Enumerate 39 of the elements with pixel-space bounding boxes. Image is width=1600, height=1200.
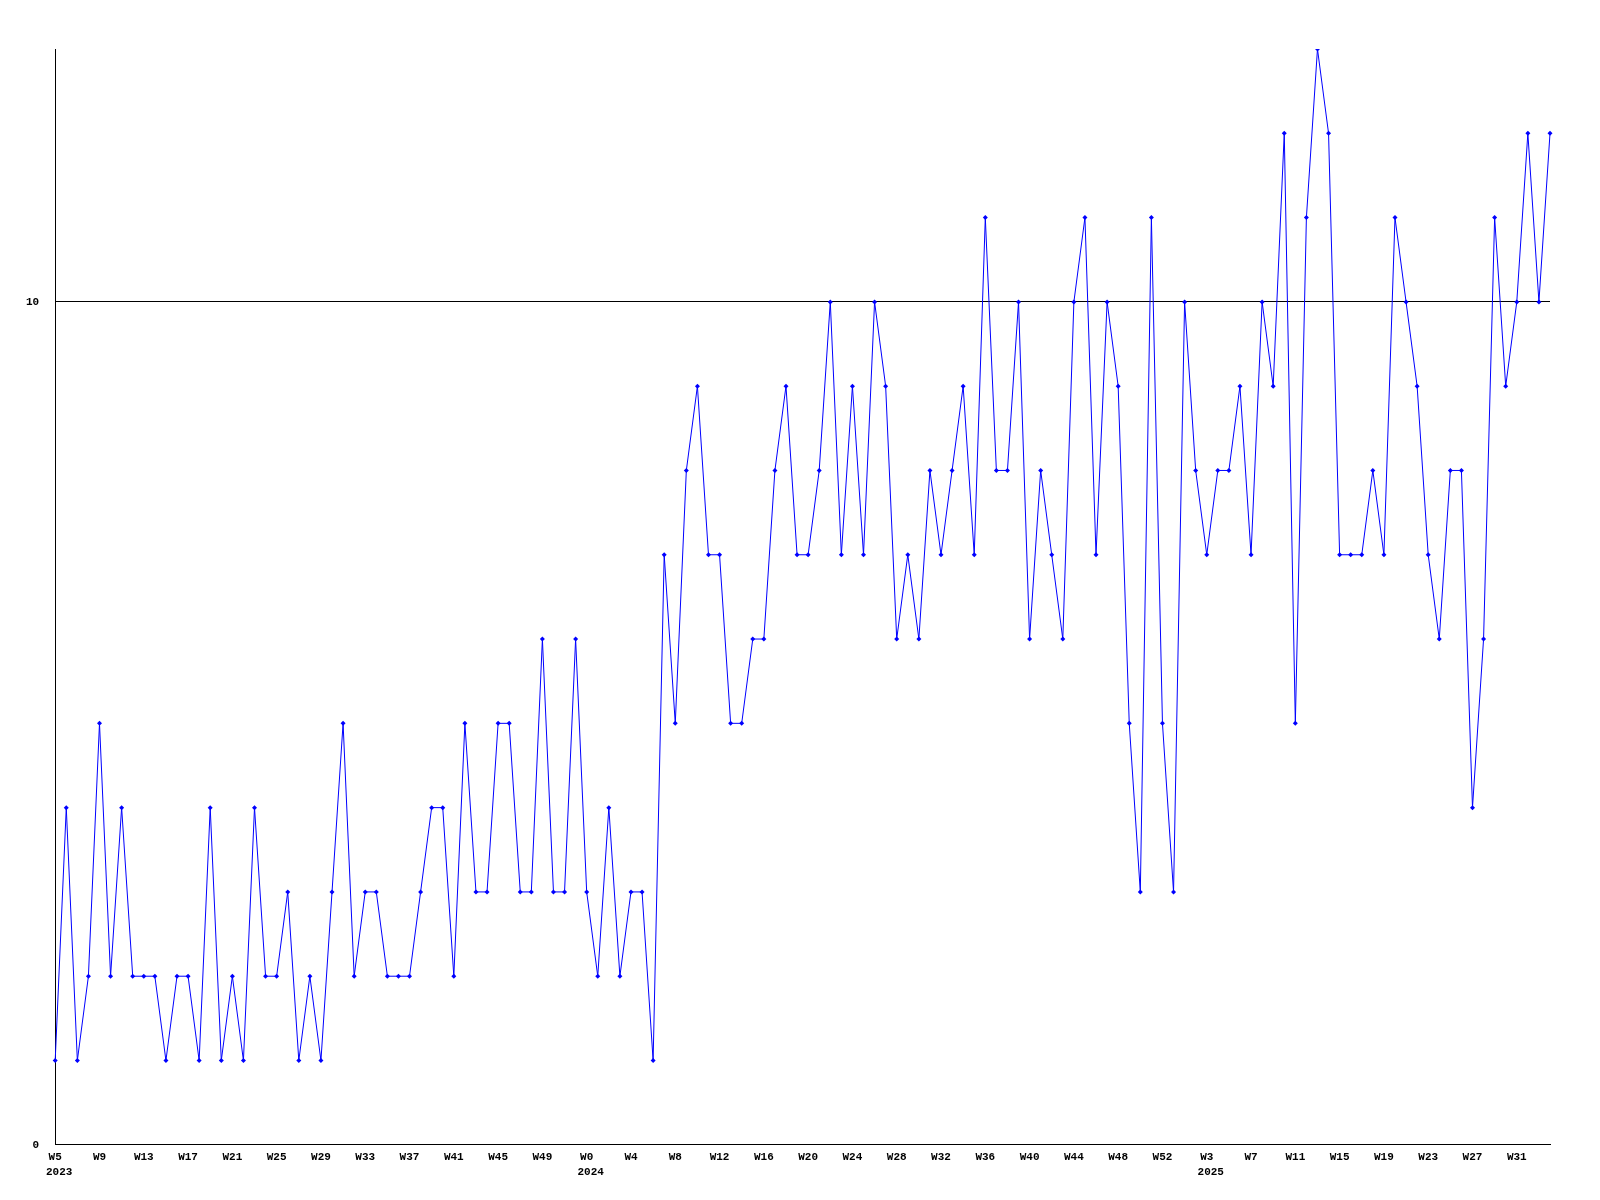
x-tick-label: W33 [355, 1151, 376, 1164]
x-tick-label: W15 [1329, 1151, 1350, 1164]
x-tick-label: W44 [1063, 1151, 1085, 1164]
x-tick-label: W8 [668, 1151, 683, 1164]
x-tick-label: W24 [842, 1151, 863, 1164]
x-tick-label: W48 [1108, 1151, 1129, 1164]
x-tick-label: W36 [975, 1151, 996, 1164]
text: 2024 [577, 1166, 605, 1179]
x-tick-label: W49 [532, 1151, 553, 1164]
x-tick-label: W21 [222, 1151, 243, 1164]
x-tick-label: W52 [1152, 1151, 1173, 1164]
x-tick-label: W23 [1418, 1151, 1439, 1164]
x-tick-label: W11 [1285, 1151, 1306, 1164]
x-tick-label: W20 [798, 1151, 819, 1164]
y-tick-label: 0 [32, 1138, 40, 1151]
x-tick-label: W0 [580, 1151, 594, 1164]
x-tick-label: W29 [311, 1151, 331, 1164]
x-tick-label: W25 [266, 1151, 287, 1164]
x-tick-label: W17 [178, 1151, 198, 1164]
x-tick-label: W9 [92, 1151, 107, 1164]
text: 2025 [1197, 1166, 1225, 1179]
x-tick-label: W7 [1244, 1151, 1258, 1164]
x-tick-label: W37 [399, 1151, 420, 1164]
x-tick-label: W13 [133, 1151, 155, 1164]
x-tick-label: W5 [48, 1151, 63, 1164]
text: 2023 [46, 1166, 73, 1179]
y-tick-label: 10 [26, 295, 40, 308]
x-tick-label: W32 [931, 1151, 951, 1164]
x-tick-label: W19 [1374, 1151, 1394, 1164]
x-tick-label: W45 [488, 1151, 509, 1164]
x-tick-label: W40 [1019, 1151, 1040, 1164]
x-tick-label: W12 [709, 1151, 730, 1164]
x-tick-label: W41 [443, 1151, 465, 1164]
x-tick-label: W3 [1200, 1151, 1214, 1164]
x-tick-label: W27 [1462, 1151, 1483, 1164]
x-tick-label: W28 [886, 1151, 908, 1164]
x-tick-label: W16 [753, 1151, 774, 1164]
x-tick-label: W31 [1506, 1151, 1528, 1164]
x-tick-label: W4 [624, 1151, 638, 1164]
